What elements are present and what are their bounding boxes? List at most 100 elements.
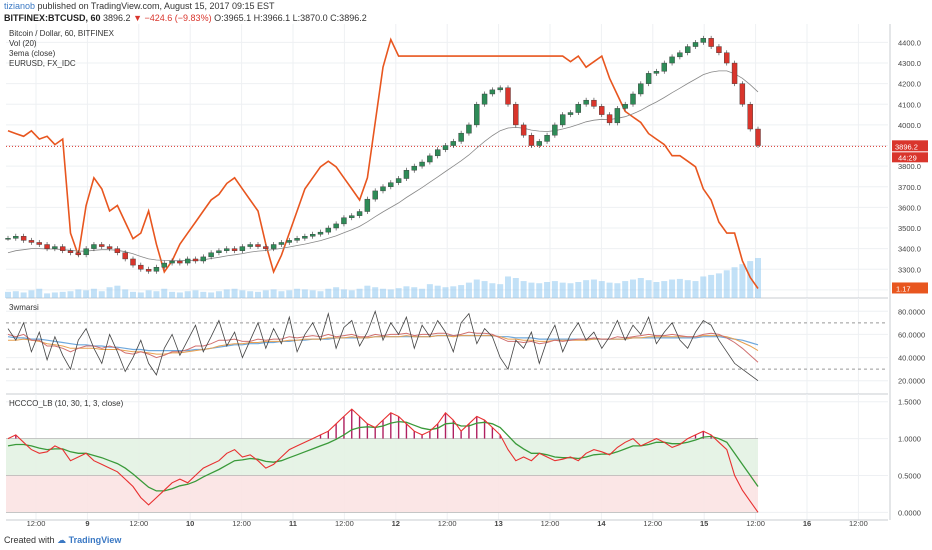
volume-bar: [544, 282, 551, 298]
candle-body: [309, 234, 316, 237]
candle-body: [669, 56, 675, 64]
signal-line: [7, 420, 759, 492]
candle-body: [5, 238, 11, 240]
volume-bar: [403, 286, 410, 298]
x-tick-label: 12:00: [232, 519, 251, 528]
volume-bar: [645, 280, 652, 298]
candle-body: [83, 248, 89, 256]
volume-bar: [294, 288, 301, 298]
tradingview-chart[interactable]: 4400.04300.04200.04100.04000.03900.03800…: [0, 24, 932, 528]
volume-bar: [356, 288, 363, 298]
x-tick-label: 9: [85, 519, 89, 528]
y-tick-label: 40.0000: [898, 354, 925, 363]
candle-body: [739, 83, 746, 105]
candle-body: [505, 87, 511, 105]
green-band: [6, 438, 758, 476]
created-with-text: Created with: [4, 535, 55, 545]
red-band: [6, 475, 758, 513]
x-tick-label: 12:00: [746, 519, 765, 528]
volume-bar: [739, 264, 746, 298]
candle-body: [638, 83, 644, 95]
candle-body: [380, 186, 386, 192]
x-tick-label: 12:00: [643, 519, 662, 528]
volume-bar: [270, 289, 277, 298]
candle-body: [489, 89, 496, 95]
candle-body: [645, 73, 652, 84]
volume-bar: [176, 292, 183, 298]
volume-bar: [661, 281, 668, 298]
candle-body: [153, 266, 160, 272]
x-tick-label: 11: [289, 519, 297, 528]
volume-bar: [114, 285, 121, 298]
candle-body: [200, 256, 207, 262]
volume-bar: [51, 292, 58, 298]
candle-body: [606, 114, 613, 124]
x-tick-label: 13: [494, 519, 502, 528]
volume-bar: [372, 287, 379, 298]
candle-body: [395, 178, 402, 183]
candle-body: [583, 99, 589, 105]
candle-body: [161, 262, 167, 268]
volume-bar: [536, 283, 543, 298]
volume-bar: [247, 291, 254, 298]
candle-body: [67, 250, 74, 253]
y-tick-label: 80.0000: [898, 307, 925, 316]
price-tag-label: 3896.2: [895, 142, 918, 151]
candle-body: [474, 104, 480, 126]
volume-bar: [614, 283, 621, 298]
candle-body: [724, 52, 730, 64]
volume-bar: [153, 291, 160, 298]
chart-header: tizianob published on TradingView.com, A…: [4, 0, 704, 26]
candle-body: [28, 240, 35, 243]
candle-body: [419, 161, 425, 167]
volume-bar: [44, 293, 51, 298]
y-tick-label: 3700.0: [898, 183, 921, 192]
volume-bar: [36, 288, 43, 298]
volume-bar: [426, 284, 433, 298]
footer: Created with ☁ TradingView: [4, 532, 304, 548]
volume-bar: [708, 274, 715, 298]
volume-bar: [223, 289, 230, 298]
volume-bar: [731, 267, 738, 298]
volume-bar: [465, 282, 472, 298]
candle-body: [231, 248, 238, 251]
tradingview-brand[interactable]: TradingView: [68, 535, 122, 545]
candle-body: [661, 62, 667, 72]
candle-body: [130, 258, 136, 266]
volume-bar: [520, 281, 527, 298]
candle-body: [138, 264, 144, 270]
y-tick-label: 4400.0: [898, 38, 921, 47]
volume-bar: [684, 280, 691, 298]
price-tag: [892, 140, 928, 152]
volume-bar: [653, 282, 660, 298]
candle-body: [403, 170, 410, 179]
author-link[interactable]: tizianob: [4, 1, 36, 11]
candle-body: [700, 38, 707, 43]
x-tick-label: 14: [597, 519, 606, 528]
candle-body: [599, 106, 605, 115]
candle-body: [653, 71, 660, 74]
x-tick-label: 12:00: [541, 519, 560, 528]
volume-bar: [122, 289, 129, 298]
x-tick-label: 16: [803, 519, 811, 528]
candle-body: [434, 149, 441, 157]
candle-body: [356, 211, 363, 216]
eurusd-line: [7, 37, 759, 289]
y-tick-label: 3400.0: [898, 245, 921, 254]
candle-body: [294, 238, 300, 241]
candle-body: [145, 269, 152, 272]
volume-bar: [348, 290, 355, 298]
pane-legend: Vol (20): [9, 39, 37, 48]
candle-body: [513, 104, 519, 126]
volume-bar: [98, 291, 105, 298]
rsi-line: [7, 309, 759, 382]
candle-body: [692, 42, 699, 47]
symbol-label: BITFINEX:BTCUSD, 60: [4, 13, 101, 23]
candle-body: [372, 190, 378, 200]
candle-body: [567, 112, 574, 115]
volume-bar: [630, 279, 636, 298]
volume-bar: [481, 281, 488, 298]
volume-bar: [59, 291, 66, 298]
tradingview-logo-icon: ☁: [57, 535, 67, 545]
candle-body: [278, 242, 285, 245]
